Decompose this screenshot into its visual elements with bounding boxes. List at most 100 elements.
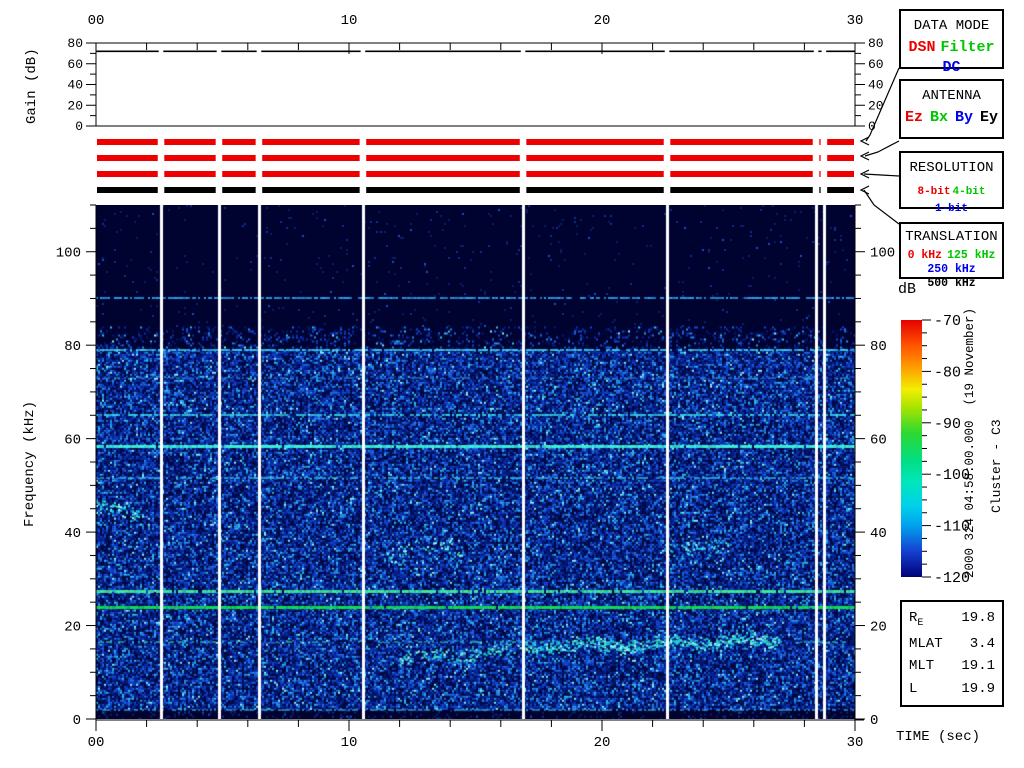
antenna-bar <box>222 155 256 161</box>
data-mode-option: Filter <box>940 39 995 56</box>
translation-title: TRANSLATION <box>905 229 998 245</box>
callout-arrowhead <box>859 151 870 161</box>
translation-bar <box>670 187 813 193</box>
resolution-bar <box>164 171 216 177</box>
antenna-bar <box>164 155 216 161</box>
antenna-bar <box>526 155 664 161</box>
resolution-title: RESOLUTION <box>909 160 994 176</box>
translation-bar <box>97 187 158 193</box>
antenna-bar <box>97 155 158 161</box>
resolution-bar <box>670 171 813 177</box>
data-mode-bar <box>819 139 821 145</box>
spacecraft-label: Cluster - C3 <box>989 419 1004 513</box>
colorbar-gradient <box>901 320 922 577</box>
antenna-box: ANTENNA Ez Bx By Ey <box>899 79 1004 139</box>
timestamp-label: 2000 324 04:58:00.000 (19 November) <box>963 307 977 578</box>
translation-bar <box>366 187 520 193</box>
data-mode-bar <box>222 139 256 145</box>
gain-y-tick-label: 20 <box>67 98 83 113</box>
translation-bar <box>164 187 216 193</box>
resolution-option: 8-bit <box>917 186 951 198</box>
resolution-box: RESOLUTION 8-bit 4-bit 1-bit <box>899 151 1004 215</box>
colorbar-tick-label: -70 <box>934 313 961 330</box>
antenna-bar <box>366 155 520 161</box>
antenna-options: Ez Bx By Ey <box>901 110 1002 125</box>
translation-bar <box>222 187 256 193</box>
spec-y-tick-label: 20 <box>64 620 81 636</box>
spec-y-tick-label: 80 <box>870 339 887 355</box>
data-mode-bar <box>262 139 360 145</box>
spectrogram-canvas <box>96 205 855 719</box>
spec-y-tick-label: 20 <box>870 620 887 636</box>
spec-y-tick-label: 100 <box>56 246 81 262</box>
antenna-bar <box>670 155 813 161</box>
gain-axis-title: Gain (dB) <box>24 48 40 124</box>
data-mode-bar <box>670 139 813 145</box>
gain-x-tick-label: 10 <box>341 13 358 29</box>
translation-option: 250 kHz <box>927 263 976 276</box>
antenna-option: Ey <box>980 109 999 126</box>
data-mode-bar <box>366 139 520 145</box>
callout-arrowhead <box>859 136 870 146</box>
translation-option: 125 kHz <box>947 249 996 262</box>
resolution-bar <box>827 171 854 177</box>
resolution-bar <box>819 171 821 177</box>
ephemeris-value: 19.1 <box>961 658 995 675</box>
ephemeris-value: 19.9 <box>961 680 995 697</box>
spec-y-tick-label: 0 <box>870 713 878 729</box>
spec-y-tick-label: 60 <box>870 433 887 449</box>
callout-line <box>863 173 900 177</box>
gain-y-tick-label: 60 <box>67 57 83 72</box>
translation-bar <box>827 187 854 193</box>
data-mode-option: DSN <box>908 39 936 56</box>
spec-y-tick-label: 40 <box>64 526 81 542</box>
data-mode-bar <box>827 139 854 145</box>
translation-bar <box>262 187 360 193</box>
spec-y-tick-label: 100 <box>870 246 895 262</box>
spec-x-tick-label: 20 <box>594 735 611 751</box>
colorbar-tick-label: -90 <box>934 416 961 433</box>
callout-arrowhead <box>859 185 870 195</box>
ephemeris-value: 3.4 <box>969 635 995 652</box>
translation-option: 500 kHz <box>927 277 976 290</box>
resolution-option: 1-bit <box>934 203 968 215</box>
resolution-bar <box>526 171 664 177</box>
data-mode-bar <box>97 139 158 145</box>
callout-line <box>864 140 900 157</box>
gain-x-tick-label: 00 <box>88 13 105 29</box>
gain-y-tick-label: 80 <box>67 36 83 51</box>
spec-y-tick-label: 0 <box>73 713 81 729</box>
spec-y-tick-label: 40 <box>870 526 887 542</box>
spec-y-tick-label: 60 <box>64 433 81 449</box>
resolution-bar <box>222 171 256 177</box>
data-mode-option: DC <box>942 59 961 76</box>
translation-box: TRANSLATION 0 kHz 125 kHz 250 kHz 500 kHz <box>899 222 1004 290</box>
translation-bar <box>526 187 664 193</box>
gain-y-tick-label: 40 <box>67 78 83 93</box>
gain-y-tick-label: 0 <box>868 119 876 134</box>
antenna-option: Bx <box>929 109 948 126</box>
antenna-bar <box>262 155 360 161</box>
data-mode-title: DATA MODE <box>913 18 990 34</box>
callout-arrowhead <box>859 169 870 179</box>
data-mode-bar <box>526 139 664 145</box>
resolution-bar <box>97 171 158 177</box>
gain-x-tick-label: 20 <box>594 13 611 29</box>
ephemeris-label: MLT <box>909 658 935 675</box>
antenna-bar <box>819 155 821 161</box>
gain-x-tick-label: 30 <box>847 13 864 29</box>
spec-x-tick-label: 00 <box>88 735 105 751</box>
antenna-bar <box>827 155 854 161</box>
data-mode-options: DSN Filter DC <box>901 40 1002 75</box>
gain-y-tick-label: 0 <box>75 119 83 134</box>
data-mode-box: DATA MODE DSN Filter DC <box>899 9 1004 75</box>
gain-y-tick-label: 80 <box>868 36 884 51</box>
callout-line <box>865 67 900 142</box>
ephemeris-label: RE <box>909 610 924 630</box>
gain-y-tick-label: 20 <box>868 98 884 113</box>
callout-line <box>863 189 900 225</box>
data-mode-bar <box>164 139 216 145</box>
ephemeris-label: L <box>909 680 918 697</box>
gain-y-tick-label: 60 <box>868 57 884 72</box>
